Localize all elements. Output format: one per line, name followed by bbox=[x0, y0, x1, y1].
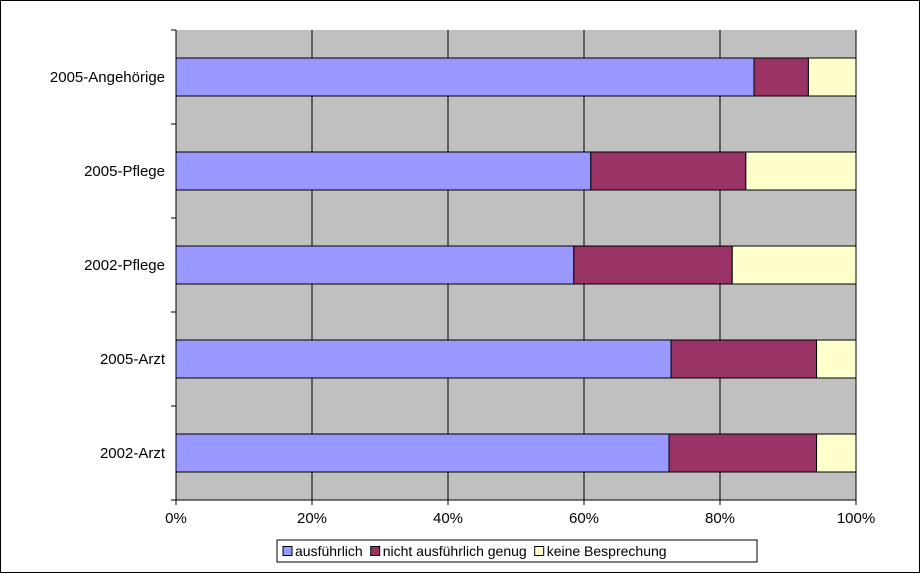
category-label: 2005-Pflege bbox=[84, 163, 165, 180]
bar-segment-0 bbox=[175, 57, 755, 97]
legend-label: nicht ausführlich genug bbox=[383, 543, 527, 559]
category-label: 2002-Pflege bbox=[84, 257, 165, 274]
category-label: 2002-Arzt bbox=[100, 445, 166, 462]
bar-segment-2 bbox=[731, 245, 857, 285]
bar-segment-0 bbox=[175, 339, 672, 379]
legend-swatch bbox=[282, 546, 293, 556]
x-tick-label: 60% bbox=[569, 510, 599, 527]
bar-segment-0 bbox=[175, 433, 670, 473]
legend-label: ausführlich bbox=[295, 543, 363, 559]
legend-swatch bbox=[370, 546, 381, 556]
bar-segment-1 bbox=[753, 57, 809, 97]
x-tick-label: 100% bbox=[837, 510, 875, 527]
category-label: 2005-Angehörige bbox=[50, 69, 165, 86]
legend-swatch bbox=[534, 546, 545, 556]
bar-segment-1 bbox=[590, 151, 747, 191]
bar-segment-1 bbox=[670, 339, 818, 379]
legend-box bbox=[276, 539, 758, 563]
bar-segment-0 bbox=[175, 245, 575, 285]
category-label: 2005-Arzt bbox=[100, 351, 166, 368]
axes: 2005-Angehörige 2005-Pflege 2002-Pflege 200… bbox=[50, 29, 875, 527]
x-tick-label: 40% bbox=[433, 510, 463, 527]
x-tick-label: 20% bbox=[297, 510, 327, 527]
x-tick-label: 80% bbox=[705, 510, 735, 527]
bars bbox=[175, 57, 857, 473]
bar-segment-2 bbox=[816, 433, 857, 473]
bar-segment-2 bbox=[745, 151, 857, 191]
x-tick-label: 0% bbox=[165, 510, 187, 527]
legend-label: keine Besprechung bbox=[547, 543, 667, 559]
legend: ausführlich nicht ausführlich genug keine … bbox=[276, 539, 758, 563]
bar-segment-1 bbox=[668, 433, 818, 473]
bar-segment-2 bbox=[816, 339, 857, 379]
bar-segment-2 bbox=[807, 57, 857, 97]
bar-segment-1 bbox=[573, 245, 733, 285]
bar-segment-0 bbox=[175, 151, 592, 191]
